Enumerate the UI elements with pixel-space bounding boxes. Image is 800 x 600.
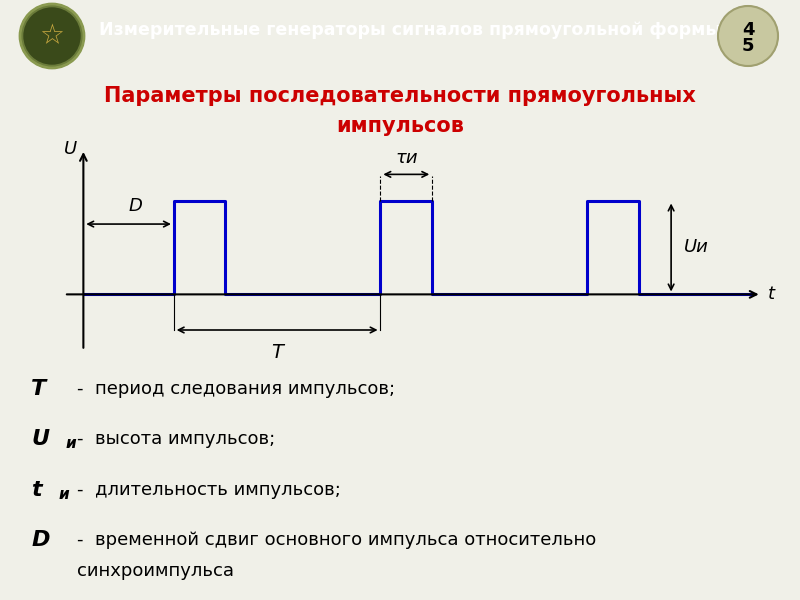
Text: τи: τи — [395, 149, 418, 167]
Text: U: U — [64, 140, 77, 158]
Text: Uи: Uи — [684, 238, 709, 257]
Text: -  период следования импульсов;: - период следования импульсов; — [78, 380, 395, 398]
Circle shape — [718, 6, 778, 66]
Text: Измерительные генераторы сигналов прямоугольной формы: Измерительные генераторы сигналов прямоу… — [99, 21, 721, 39]
Text: и: и — [66, 437, 77, 451]
Text: и: и — [58, 487, 69, 502]
Text: -  длительность импульсов;: - длительность импульсов; — [78, 481, 342, 499]
Text: импульсов: импульсов — [336, 116, 464, 136]
Circle shape — [24, 8, 80, 64]
Text: -  временной сдвиг основного импульса относительно: - временной сдвиг основного импульса отн… — [78, 531, 597, 549]
Text: ☆: ☆ — [39, 22, 65, 50]
Text: 5: 5 — [742, 37, 754, 55]
Text: t: t — [31, 479, 42, 500]
Text: D: D — [31, 530, 50, 550]
Text: Параметры последовательности прямоугольных: Параметры последовательности прямоугольн… — [104, 86, 696, 106]
Text: U: U — [31, 429, 50, 449]
Circle shape — [20, 4, 84, 68]
Text: -  высота импульсов;: - высота импульсов; — [78, 430, 276, 448]
Text: 4: 4 — [742, 21, 754, 39]
Text: T: T — [271, 343, 283, 362]
Text: D: D — [128, 197, 142, 215]
Text: T: T — [31, 379, 46, 399]
Text: t: t — [768, 286, 775, 304]
Text: синхроимпульса: синхроимпульса — [78, 562, 234, 580]
